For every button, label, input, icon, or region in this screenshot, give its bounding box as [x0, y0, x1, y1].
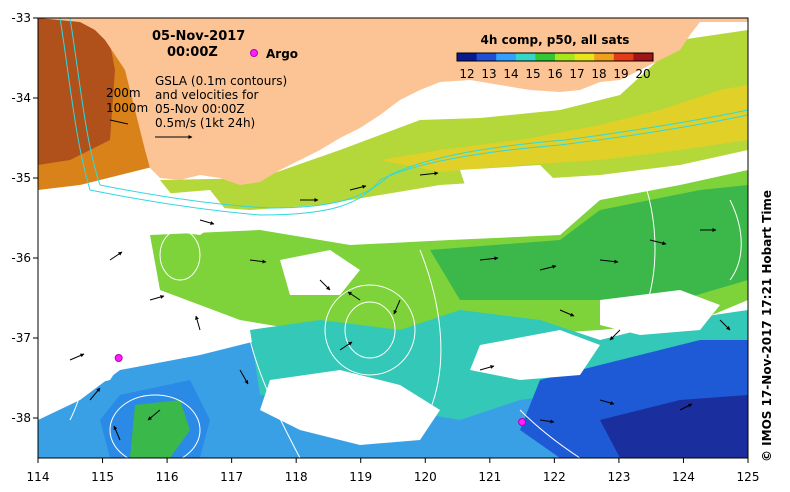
- depth-label-200: 200m: [106, 86, 141, 100]
- colorbar-tick-label: 16: [547, 67, 562, 81]
- cloud-patches: [38, 165, 720, 445]
- colorbar-swatch: [574, 53, 595, 61]
- credit-text: © IMOS 17-Nov-2017 17:21 Hobart Time: [760, 189, 774, 462]
- x-tick-label: 118: [285, 470, 308, 484]
- colorbar-swatch: [515, 53, 536, 61]
- colorbar-swatch: [476, 53, 497, 61]
- colorbar-tick-label: 17: [569, 67, 584, 81]
- x-tick-label: 116: [156, 470, 179, 484]
- colorbar-swatch: [555, 53, 576, 61]
- x-tick-label: 124: [672, 470, 695, 484]
- depth-label-pointer: [109, 119, 129, 125]
- info-line: and velocities for: [155, 88, 259, 102]
- colorbar-tick-label: 20: [635, 67, 650, 81]
- x-tick-label: 122: [543, 470, 566, 484]
- colorbar-tick-label: 14: [503, 67, 518, 81]
- x-tick-label: 119: [349, 470, 372, 484]
- colorbar-tick-label: 18: [591, 67, 606, 81]
- sst-coastal-band: [160, 30, 748, 210]
- info-line: 0.5m/s (1kt 24h): [155, 116, 255, 130]
- colorbar-swatch: [496, 53, 517, 61]
- argo-float[interactable]: [518, 418, 527, 426]
- x-tick-label: 120: [414, 470, 437, 484]
- map-canvas: [38, 18, 748, 458]
- argo-markers: [114, 354, 527, 426]
- colorbar-tick-label: 15: [525, 67, 540, 81]
- info-line: GSLA (0.1m contours): [155, 74, 287, 88]
- map-frame: [37, 17, 749, 459]
- isobaths: [59, 18, 748, 216]
- y-axis: -33 -34 -35 -36 -37 -38: [11, 11, 38, 425]
- map-date: 05-Nov-2017: [152, 29, 245, 44]
- y-tick-label: -34: [11, 91, 31, 105]
- x-tick-label: 123: [607, 470, 630, 484]
- gsla-contours: [59, 169, 742, 458]
- x-axis: 114 115 116 117 118 119 120 121 122 123 124 125: [27, 458, 760, 484]
- colorbar-tick-label: 19: [613, 67, 628, 81]
- argo-float[interactable]: [114, 354, 123, 362]
- colorbar-title: 4h comp, p50, all sats: [481, 33, 630, 47]
- velocity-arrows: [69, 171, 731, 441]
- x-tick-label: 114: [27, 470, 50, 484]
- info-line: 05-Nov 00:00Z: [155, 102, 245, 116]
- depth-label-1000: 1000m: [106, 101, 148, 115]
- colorbar-swatch: [535, 53, 556, 61]
- y-tick-label: -36: [11, 251, 31, 265]
- x-tick-label: 115: [91, 470, 114, 484]
- y-tick-label: -38: [11, 411, 31, 425]
- colorbar-frame: [456, 52, 654, 62]
- colorbar-swatch: [613, 53, 634, 61]
- argo-legend-label: Argo: [266, 47, 298, 61]
- colorbar-swatch: [457, 53, 478, 61]
- colorbar-tick-label: 13: [481, 67, 496, 81]
- colorbar-swatch: [633, 53, 654, 61]
- x-tick-label: 117: [220, 470, 243, 484]
- map-time: 00:00Z: [167, 45, 218, 60]
- colorbar-tick-label: 12: [459, 67, 474, 81]
- y-tick-label: -33: [11, 11, 31, 25]
- x-tick-label: 125: [737, 470, 760, 484]
- x-tick-label: 121: [478, 470, 501, 484]
- colorbar: 12 13 14 15 16 17 18 19 20: [456, 52, 654, 81]
- colorbar-swatch: [594, 53, 615, 61]
- y-tick-label: -37: [11, 331, 31, 345]
- y-tick-label: -35: [11, 171, 31, 185]
- argo-legend-icon: [250, 49, 258, 57]
